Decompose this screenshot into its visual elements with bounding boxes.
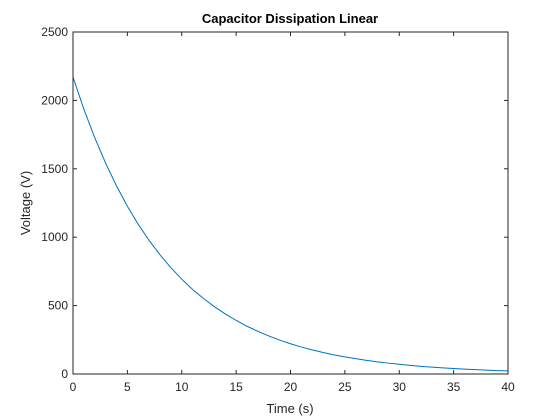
- y-tick-label: 2000: [41, 93, 68, 107]
- ticks: 0 5 10 15 20 25 30 35 40 0 500 1000 1500 2000 2500: [41, 25, 515, 394]
- y-tick-label: 500: [48, 299, 68, 313]
- y-tick-label: 1500: [41, 162, 68, 176]
- plot-area: [72, 76, 509, 372]
- x-tick-label: 30: [393, 380, 407, 394]
- x-tick-label: 40: [501, 380, 515, 394]
- axes-background: [73, 32, 508, 374]
- x-axis-label: Time (s): [266, 401, 313, 416]
- y-tick-label: 0: [61, 367, 68, 381]
- x-tick-label: 5: [124, 380, 131, 394]
- x-tick-label: 0: [70, 380, 77, 394]
- x-tick-label: 10: [175, 380, 189, 394]
- y-axis-label: Voltage (V): [18, 171, 33, 235]
- x-tick-label: 35: [447, 380, 461, 394]
- y-tick-label: 1000: [41, 230, 68, 244]
- x-tick-label: 20: [284, 380, 298, 394]
- y-tick-label: 2500: [41, 25, 68, 39]
- x-tick-label: 15: [229, 380, 243, 394]
- x-tick-label: 25: [338, 380, 352, 394]
- chart-title: Capacitor Dissipation Linear: [202, 11, 378, 26]
- axes-box: [72, 31, 509, 375]
- series-line: [72, 76, 509, 372]
